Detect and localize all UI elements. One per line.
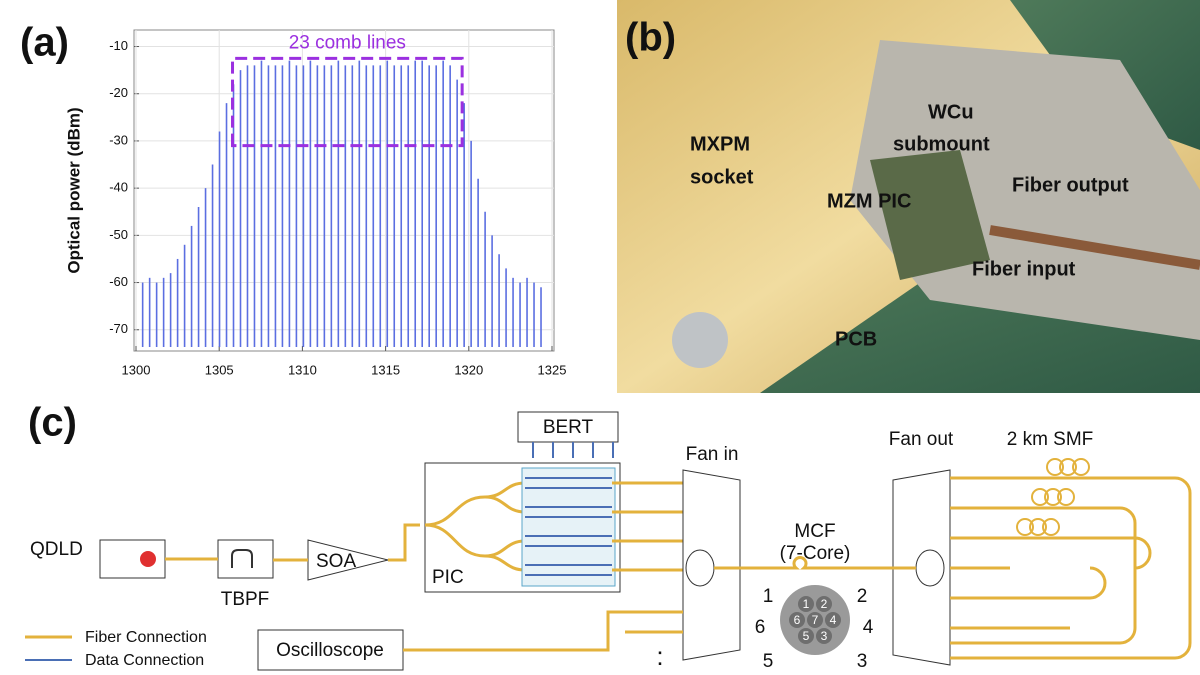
core-number: 1 (763, 586, 774, 607)
legend-label: Data Connection (85, 652, 204, 669)
fiber-loops (950, 476, 1192, 660)
photo-label: PCB (835, 328, 877, 350)
laser (140, 551, 156, 567)
chip (870, 150, 990, 280)
core-label: 4 (830, 613, 837, 627)
label: SOA (316, 551, 356, 572)
fiber (403, 610, 683, 652)
fiber (165, 523, 420, 562)
label: Fan out (889, 429, 954, 450)
x-tick-label: 1300 (122, 362, 151, 377)
label: BERT (543, 417, 594, 438)
core-number: 2 (857, 586, 868, 607)
modulators (521, 467, 616, 587)
core-label: 2 (821, 597, 828, 611)
filter-box (217, 539, 274, 579)
photo: MXPM socket WCu submount MZM PIC Fiber o… (617, 0, 1200, 393)
mcf-end (915, 549, 945, 587)
photo-label: Fiber output (1012, 174, 1129, 196)
screw (672, 312, 728, 368)
annotation-label: 23 comb lines (289, 32, 406, 53)
photo-label: WCu (928, 101, 974, 123)
photo-label: socket (690, 166, 754, 188)
core-number: 6 (755, 617, 766, 638)
label: MCF (794, 521, 835, 542)
modulator-arms (525, 477, 612, 576)
y-tick-label: -70 (109, 321, 128, 336)
label: PIC (432, 567, 464, 588)
label: (7-Core) (780, 543, 851, 564)
y-tick-label: -60 (109, 274, 128, 289)
photo-label: Fiber input (972, 258, 1076, 280)
plot-area (133, 29, 555, 352)
label: QDLD (30, 539, 83, 560)
splitter (424, 481, 526, 572)
photo-label: MXPM (690, 133, 750, 155)
core-label: 5 (803, 629, 810, 643)
core-number: 3 (857, 651, 868, 672)
fiber (989, 225, 1200, 270)
panel-label: (a) (20, 21, 69, 65)
y-tick-label: -20 (109, 85, 128, 100)
x-tick-label: 1310 (288, 362, 317, 377)
x-tick-label: 1320 (454, 362, 483, 377)
annotation-box (231, 56, 464, 148)
filter-icon (231, 549, 253, 568)
core-number: 5 (763, 651, 774, 672)
core-label: 1 (803, 597, 810, 611)
label: 2 km SMF (1007, 429, 1094, 450)
fiber-spools (1016, 458, 1090, 536)
photo-label: MZM PIC (827, 190, 911, 212)
chart: -70 -60 -50 -40 -30 -20 -10 1300 1305 1310 1315 132… (64, 29, 567, 377)
fiber (612, 481, 683, 572)
oscilloscope-box (257, 629, 404, 671)
label: Oscilloscope (276, 640, 384, 661)
y-tick-label: -50 (109, 227, 128, 242)
y-tick-label: -40 (109, 180, 128, 195)
ellipsis: : (656, 641, 663, 671)
mcf (714, 556, 916, 570)
label: Fan in (686, 444, 739, 465)
x-tick-label: 1315 (371, 362, 400, 377)
label: TBPF (221, 589, 270, 610)
mcf-end (685, 549, 715, 587)
x-tick-label: 1325 (538, 362, 567, 377)
y-tick-label: -10 (109, 38, 128, 53)
bert-box (517, 411, 619, 443)
core-label: 3 (821, 629, 828, 643)
photo-label: submount (893, 133, 990, 155)
panel-label: (b) (625, 16, 676, 60)
data-arrows (532, 442, 614, 458)
legend-label: Fiber Connection (85, 629, 207, 646)
x-tick-label: 1305 (205, 362, 234, 377)
diagram: (c) BERT PIC QDLD TBPF SOA Fan in Fan ou… (25, 401, 1192, 672)
core-label: 6 (794, 613, 801, 627)
y-axis-label: Optical power (dBm) (64, 107, 83, 273)
y-tick-label: -30 (109, 132, 128, 147)
core-label: 7 (812, 613, 819, 627)
core-number: 4 (863, 617, 874, 638)
panel-label: (c) (28, 401, 77, 445)
